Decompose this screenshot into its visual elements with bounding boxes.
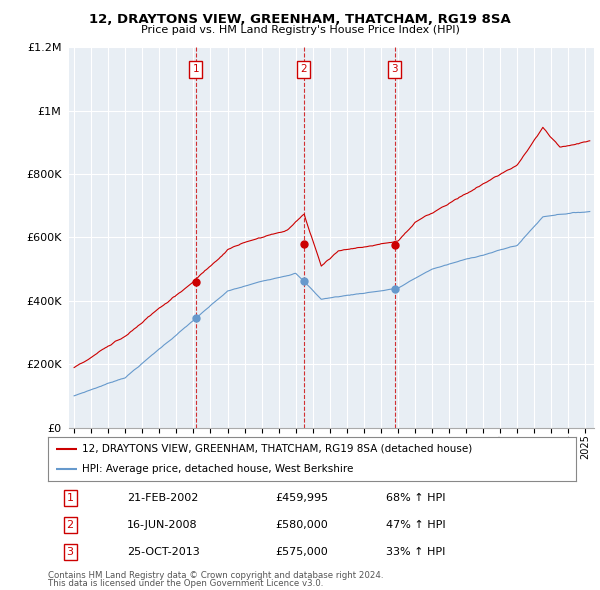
Text: 68% ↑ HPI: 68% ↑ HPI — [386, 493, 445, 503]
Text: HPI: Average price, detached house, West Berkshire: HPI: Average price, detached house, West… — [82, 464, 353, 474]
Text: £580,000: £580,000 — [275, 520, 328, 530]
Text: 25-OCT-2013: 25-OCT-2013 — [127, 548, 200, 558]
Text: This data is licensed under the Open Government Licence v3.0.: This data is licensed under the Open Gov… — [48, 579, 323, 588]
Text: £575,000: £575,000 — [275, 548, 328, 558]
Text: Price paid vs. HM Land Registry's House Price Index (HPI): Price paid vs. HM Land Registry's House … — [140, 25, 460, 35]
Text: 2: 2 — [67, 520, 74, 530]
Text: 33% ↑ HPI: 33% ↑ HPI — [386, 548, 445, 558]
Text: 12, DRAYTONS VIEW, GREENHAM, THATCHAM, RG19 8SA (detached house): 12, DRAYTONS VIEW, GREENHAM, THATCHAM, R… — [82, 444, 473, 454]
Text: 21-FEB-2002: 21-FEB-2002 — [127, 493, 199, 503]
Text: 3: 3 — [391, 64, 398, 74]
Text: 2: 2 — [300, 64, 307, 74]
Text: 3: 3 — [67, 548, 74, 558]
Text: Contains HM Land Registry data © Crown copyright and database right 2024.: Contains HM Land Registry data © Crown c… — [48, 571, 383, 580]
Text: 1: 1 — [193, 64, 199, 74]
Text: 1: 1 — [67, 493, 74, 503]
Text: 47% ↑ HPI: 47% ↑ HPI — [386, 520, 446, 530]
Text: £459,995: £459,995 — [275, 493, 328, 503]
Text: 12, DRAYTONS VIEW, GREENHAM, THATCHAM, RG19 8SA: 12, DRAYTONS VIEW, GREENHAM, THATCHAM, R… — [89, 13, 511, 26]
Text: 16-JUN-2008: 16-JUN-2008 — [127, 520, 198, 530]
